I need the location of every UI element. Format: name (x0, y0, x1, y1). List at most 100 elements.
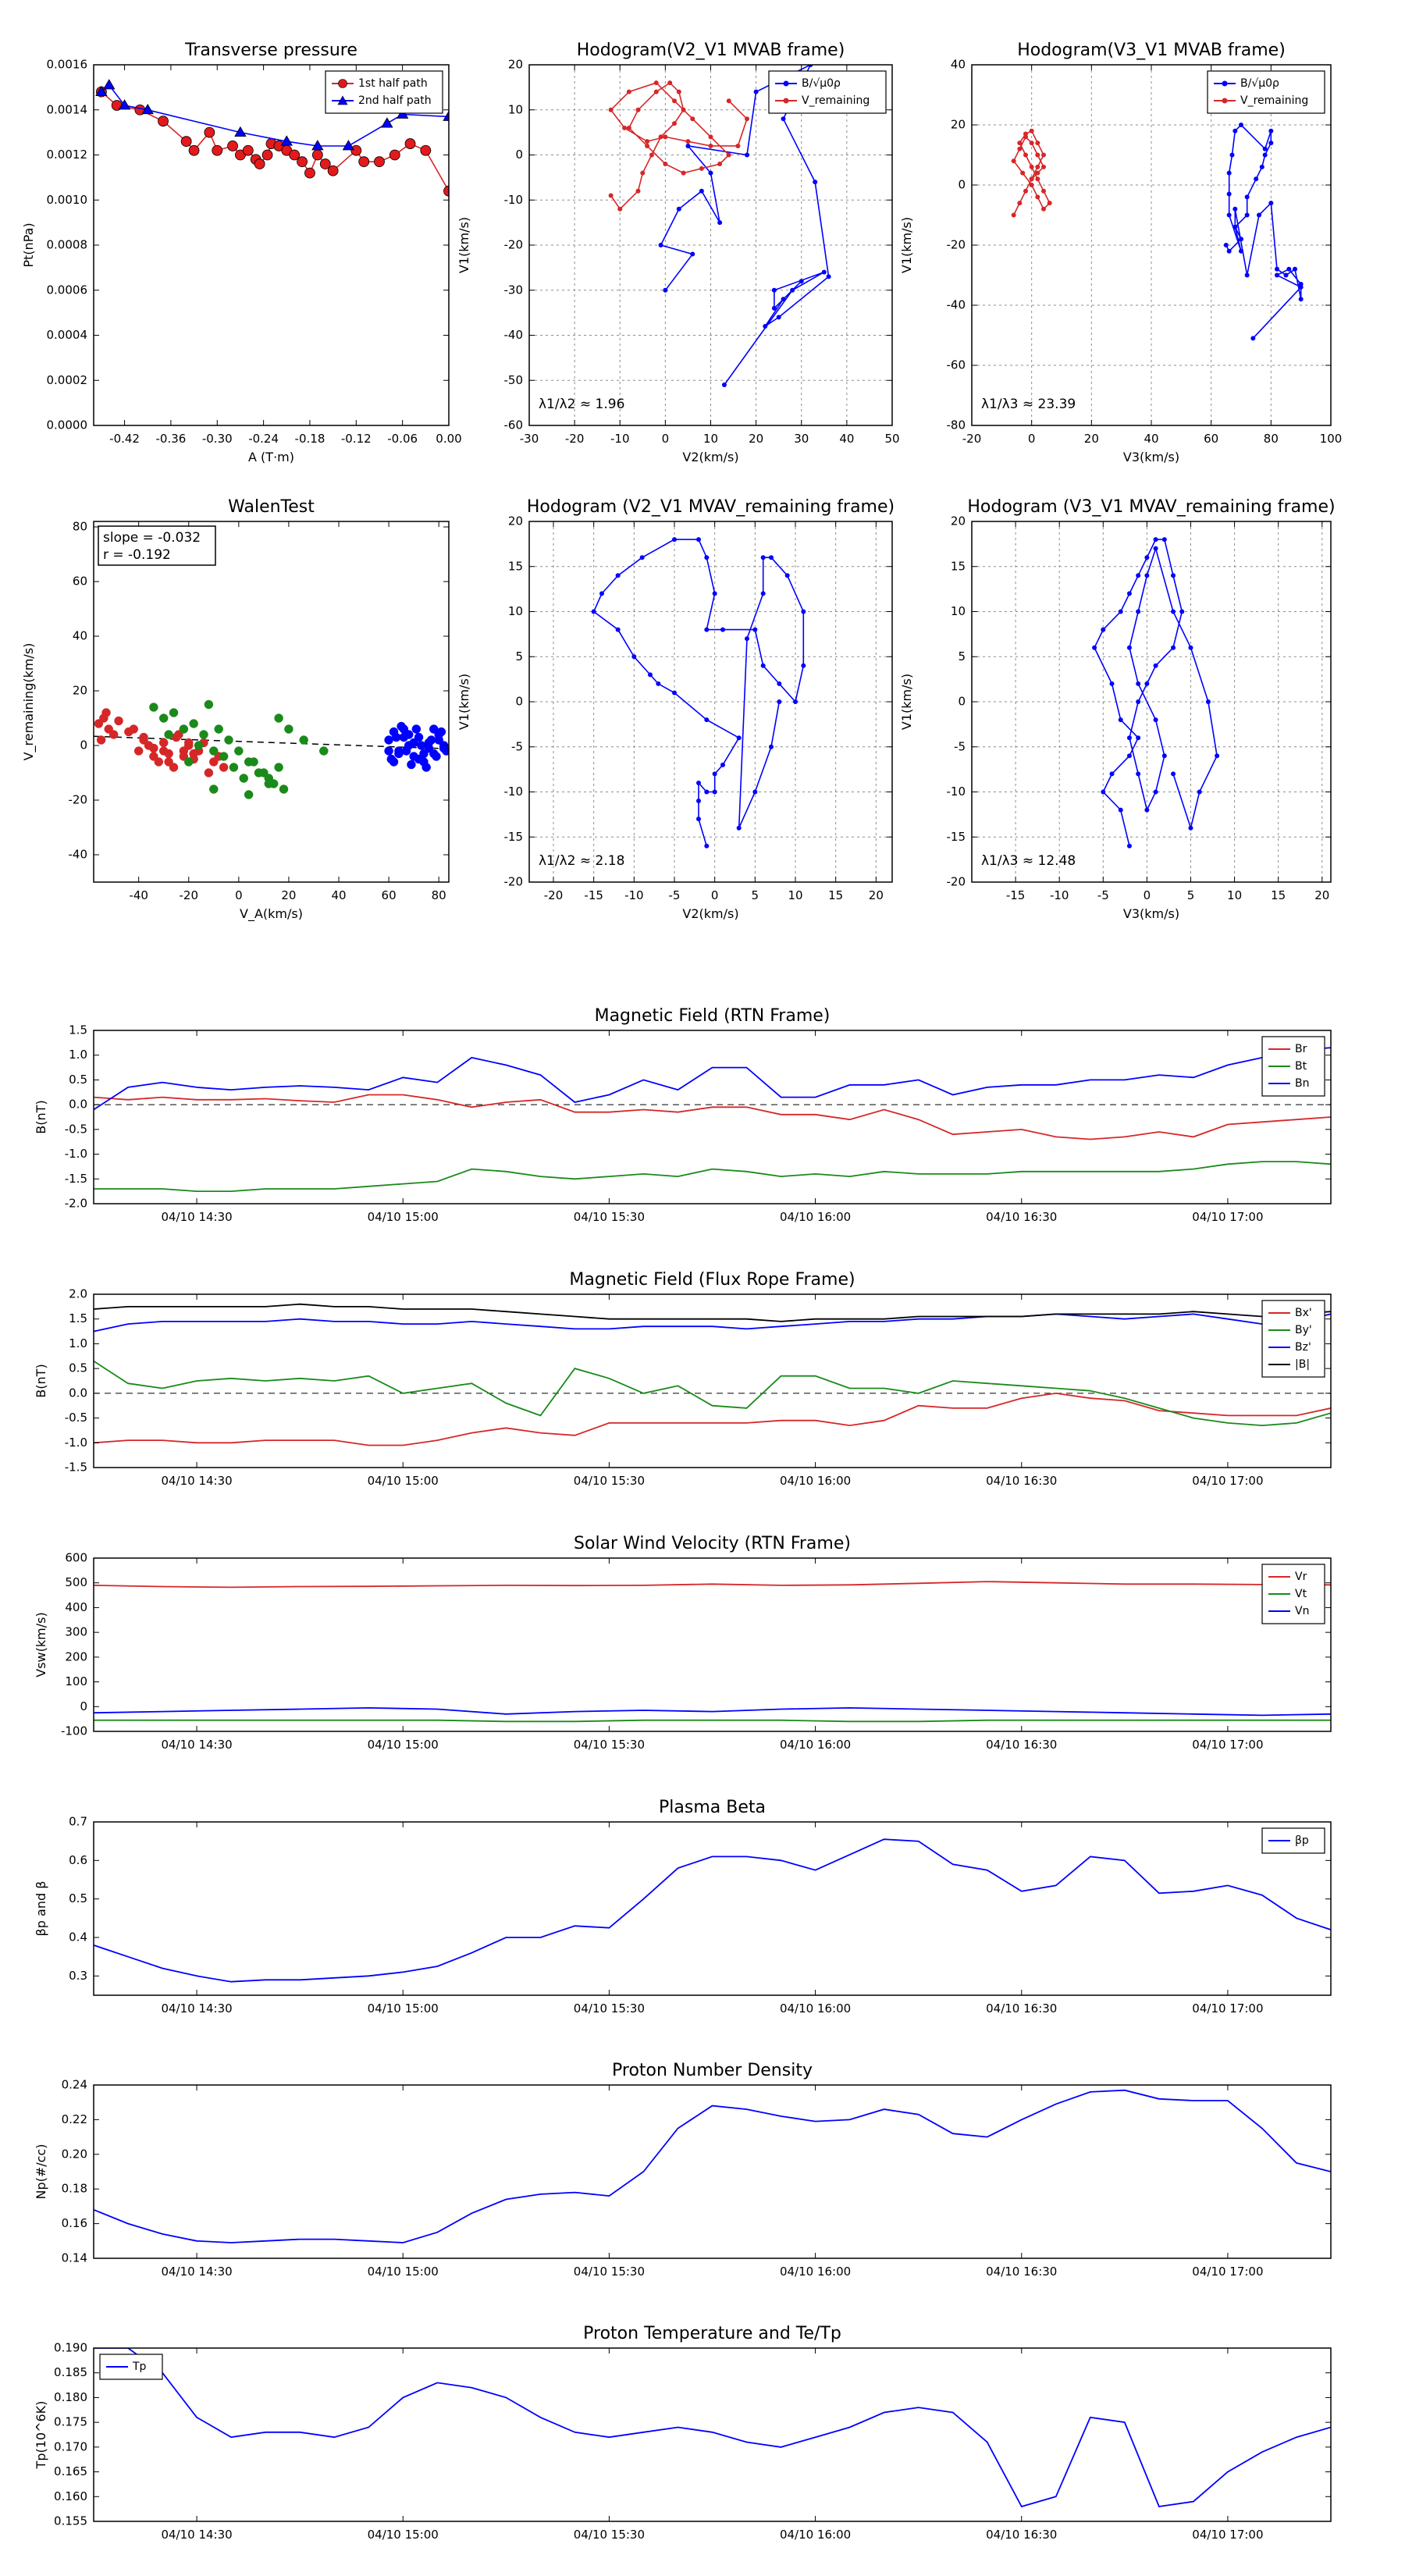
data-point (103, 79, 116, 90)
y-axis-label: Pt(nPa) (21, 222, 36, 267)
legend: Br Bt Bn (1261, 1036, 1325, 1097)
data-point (826, 274, 831, 279)
data-point (1029, 128, 1034, 133)
x-tick-label: 0 (662, 432, 670, 446)
data-point (212, 144, 223, 156)
data-point (1023, 188, 1028, 194)
x-tick-label: 10 (788, 888, 802, 902)
data-point (1254, 176, 1259, 182)
data-point (164, 730, 173, 739)
data-point (1244, 212, 1250, 218)
data-point (234, 126, 247, 137)
x-axis-label: V3(km/s) (1123, 450, 1179, 464)
x-tick-label: 04/10 16:00 (780, 1210, 851, 1224)
data-point (404, 138, 416, 149)
x-tick-label: 04/10 14:30 (161, 2001, 232, 2016)
data-point (790, 287, 795, 293)
data-point (1153, 546, 1158, 551)
data-point (381, 117, 393, 128)
data-point (1268, 128, 1274, 133)
x-tick-label: 10 (703, 432, 718, 446)
data-point (436, 727, 446, 737)
y-tick-label: 0.165 (54, 2464, 87, 2478)
y-axis-label: βp and β (34, 1881, 48, 1937)
legend-box (325, 70, 443, 114)
y-tick-label: -1.0 (65, 1436, 87, 1450)
data-point (708, 170, 713, 176)
data-point (1144, 807, 1150, 813)
data-point (721, 382, 727, 388)
x-tick-label: 04/10 16:00 (780, 1474, 851, 1488)
data-point (736, 735, 742, 741)
legend-label: Bt (1295, 1060, 1307, 1073)
plot-area (94, 2348, 1331, 2508)
data-point (599, 591, 604, 596)
series-line-Bt (94, 1161, 1331, 1192)
data-point (114, 716, 123, 726)
plot-frame (971, 521, 1332, 883)
data-point (188, 144, 200, 156)
data-point (1017, 141, 1023, 146)
x-tick-label: -20 (565, 432, 585, 446)
chart-title: Hodogram (V3_V1 MVAV_remaining frame) (967, 497, 1335, 517)
data-point (696, 817, 701, 822)
chart-transverse-pressure: 0.0000 0.0002 0.0004 0.0006 0.0008 0.0010 0.00… (21, 41, 462, 464)
plot-area (94, 1838, 1331, 1983)
y-tick-label: 0.0006 (47, 283, 88, 297)
y-tick-label: 20 (508, 514, 523, 528)
legend: B/√μ0ρ V_remaining (1207, 70, 1325, 114)
x-tick-label: 10 (1227, 888, 1242, 902)
x-tick-label: -0.42 (109, 432, 140, 446)
x-tick-label: 04/10 15:30 (574, 2528, 645, 2542)
data-point (229, 763, 239, 772)
data-point (708, 134, 713, 140)
y-tick-label: -10 (504, 193, 524, 207)
x-tick-label: -15 (584, 888, 603, 902)
y-tick-label: 15 (508, 559, 523, 573)
data-point (244, 790, 254, 799)
data-point (1188, 645, 1193, 650)
data-point (645, 143, 650, 148)
data-point (224, 735, 233, 745)
y-tick-label: 0.22 (62, 2112, 87, 2126)
series-line-Bn (94, 1047, 1331, 1111)
data-point (1226, 248, 1232, 254)
legend-label: Bz' (1295, 1341, 1311, 1354)
x-tick-label: 0 (1144, 888, 1151, 902)
data-point (209, 785, 219, 794)
x-tick-label: -20 (962, 432, 982, 446)
data-point (1275, 272, 1279, 278)
legend: Tp (99, 2354, 163, 2380)
data-point (712, 771, 717, 777)
y-tick-label: 1.0 (69, 1336, 87, 1350)
data-point (219, 752, 229, 761)
data-point (1286, 266, 1292, 272)
chart-title: Proton Number Density (612, 2061, 813, 2080)
x-tick-label: 40 (839, 432, 854, 446)
chart-title: Solar Wind Velocity (RTN Frame) (574, 1534, 851, 1553)
x-tick-label: 20 (1084, 432, 1099, 446)
x-tick-label: 04/10 14:30 (161, 1210, 232, 1224)
x-tick-label: 04/10 14:30 (161, 2265, 232, 2279)
y-tick-label: -20 (504, 238, 524, 252)
data-point (358, 156, 370, 168)
x-tick-label: 04/10 16:00 (780, 2001, 851, 2016)
annotation-text: λ1/λ2 ≈ 1.96 (539, 397, 624, 412)
x-tick-label: 04/10 16:00 (780, 2265, 851, 2279)
data-point (350, 144, 362, 156)
y-tick-label: -100 (61, 1724, 87, 1738)
legend-marker (338, 79, 347, 88)
data-point (763, 323, 768, 329)
x-tick-label: 0 (711, 888, 719, 902)
data-point (443, 110, 449, 121)
plot-area (1011, 123, 1304, 341)
data-point (1171, 609, 1176, 614)
data-point (1244, 272, 1250, 278)
plot-area (94, 1047, 1331, 1192)
x-tick-label: 60 (382, 888, 397, 902)
data-point (681, 170, 686, 176)
legend-label: |B| (1295, 1358, 1310, 1371)
data-point (726, 98, 731, 104)
chart-hodogram-v2v1-mvab: -60 -50 -40 -30 -20 -10 0 10 20 -30 -20 -10 0 10 20 30 4… (457, 41, 900, 464)
data-point (204, 768, 214, 777)
